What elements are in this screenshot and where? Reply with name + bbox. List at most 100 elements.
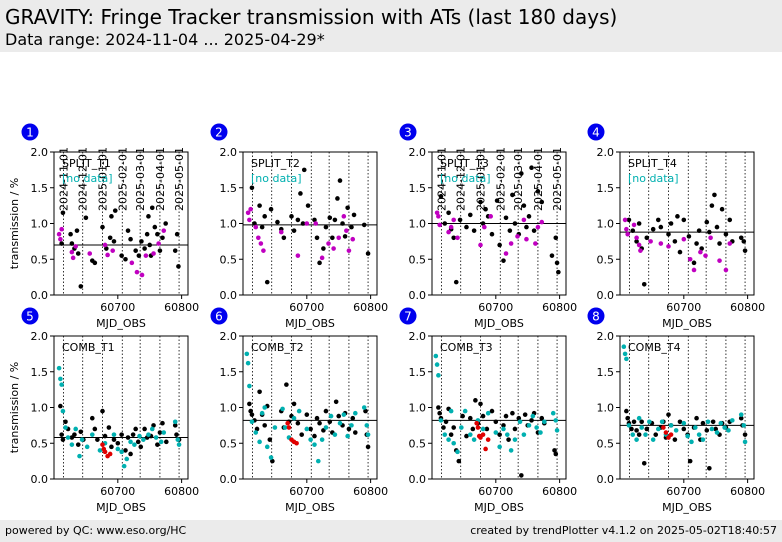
data-point-black — [456, 458, 462, 464]
data-point-black — [707, 465, 712, 471]
data-point-magenta — [631, 222, 637, 228]
data-point-magenta — [436, 214, 441, 219]
data-point-black — [437, 410, 442, 416]
data-point-black — [125, 435, 131, 440]
data-point-black — [172, 248, 178, 253]
panel-4: 4 0.0 0.5 1.0 1.5 2.0 60700 60800 SPLIT_T4 [no da… — [587, 123, 765, 330]
y-tick-label: 1.5 — [409, 182, 427, 195]
data-point-teal — [534, 425, 539, 430]
data-point-black — [503, 215, 509, 221]
data-point-teal — [448, 408, 454, 414]
y-tick-label: 1.5 — [409, 366, 427, 379]
x-tick-label: 60800 — [164, 301, 199, 314]
data-point-black — [742, 248, 748, 253]
panel-5: 5 0.0 0.5 1.0 1.5 2.0 60700 60800 COMB_T1 MJD_OBS… — [8, 307, 199, 514]
data-point-black — [503, 413, 509, 419]
data-point-black — [713, 426, 719, 432]
data-point-black — [69, 241, 75, 246]
data-point-black — [291, 228, 297, 233]
data-point-magenta — [698, 249, 703, 255]
data-point-black — [473, 398, 478, 403]
data-point-black — [142, 246, 147, 251]
data-point-teal — [97, 448, 103, 453]
data-point-black — [641, 281, 647, 287]
data-point-black — [644, 235, 650, 241]
data-point-teal — [650, 437, 656, 442]
data-point-teal — [63, 425, 68, 430]
data-point-black — [497, 432, 502, 437]
data-point-black — [630, 228, 636, 233]
data-point-black — [524, 224, 529, 230]
panel-label: COMB_T1 — [62, 341, 115, 354]
data-point-black — [163, 221, 168, 226]
data-point-black — [672, 239, 678, 244]
data-point-black — [539, 415, 545, 421]
panel-number: 7 — [404, 310, 412, 324]
data-point-black — [72, 432, 77, 437]
data-point-teal — [639, 425, 644, 430]
panel-label: SPLIT_T3 — [440, 157, 489, 170]
data-point-magenta — [508, 241, 514, 246]
data-point-magenta — [110, 248, 116, 253]
data-point-teal — [245, 360, 251, 366]
data-point-black — [727, 217, 733, 223]
data-point-black — [291, 401, 297, 407]
data-point-black — [519, 171, 524, 176]
data-point-teal — [280, 406, 285, 412]
x-axis-title: MJD_OBS — [285, 317, 335, 330]
data-point-black — [457, 217, 463, 223]
data-point-black — [111, 239, 117, 244]
data-point-black — [489, 231, 495, 237]
x-tick-label: 60800 — [353, 301, 388, 314]
data-point-black — [677, 249, 683, 255]
plot-frame — [53, 335, 189, 480]
panel-1: 1 2024-11-01 2024-12-01 2025-01-01 2025-02-0… — [8, 123, 199, 330]
data-point-teal — [132, 442, 137, 447]
data-point-teal — [59, 382, 64, 387]
data-point-magenta — [129, 260, 135, 266]
x-axis-title: MJD_OBS — [96, 317, 146, 330]
data-point-black — [295, 420, 301, 426]
data-point-black — [337, 178, 343, 183]
data-point-black — [314, 415, 320, 421]
data-point-magenta — [636, 242, 642, 248]
data-point-red — [663, 430, 669, 435]
data-point-red — [102, 449, 108, 455]
data-point-black — [75, 442, 81, 447]
data-point-black — [460, 413, 465, 419]
data-point-black — [92, 260, 98, 266]
data-point-black — [624, 408, 629, 414]
data-point-black — [59, 241, 64, 246]
x-tick-label: 60700 — [289, 485, 324, 498]
data-point-black — [365, 251, 371, 256]
panel-number: 8 — [592, 310, 600, 324]
data-point-magenta — [73, 244, 78, 249]
data-point-teal — [323, 425, 329, 430]
data-point-teal — [742, 439, 748, 445]
data-point-black — [531, 228, 537, 233]
data-point-magenta — [278, 229, 284, 235]
panel-number-badge — [587, 307, 605, 325]
data-point-teal — [696, 432, 702, 437]
data-point-black — [625, 415, 630, 421]
data-point-black — [335, 196, 340, 201]
data-point-black — [106, 425, 112, 430]
data-point-teal — [161, 430, 167, 435]
data-point-teal — [553, 418, 559, 423]
data-point-teal — [493, 430, 499, 435]
date-tick-label: 2025-01-01 — [96, 147, 109, 211]
data-point-black — [174, 432, 179, 437]
data-point-magenta — [313, 221, 319, 226]
data-point-black — [556, 269, 561, 275]
data-point-black — [510, 192, 515, 198]
panel-3: 3 2024-11-01 2024-12-01 2025-01-01 2025-02-0… — [399, 123, 577, 330]
data-point-black — [478, 199, 483, 205]
date-tick-label: 2024-12-01 — [455, 147, 468, 211]
data-point-black — [658, 224, 664, 230]
data-point-black — [133, 248, 138, 253]
data-point-teal — [253, 430, 259, 435]
data-point-black — [653, 432, 659, 437]
data-point-red — [107, 451, 113, 457]
data-point-black — [83, 215, 89, 221]
x-tick-label: 60700 — [100, 485, 135, 498]
